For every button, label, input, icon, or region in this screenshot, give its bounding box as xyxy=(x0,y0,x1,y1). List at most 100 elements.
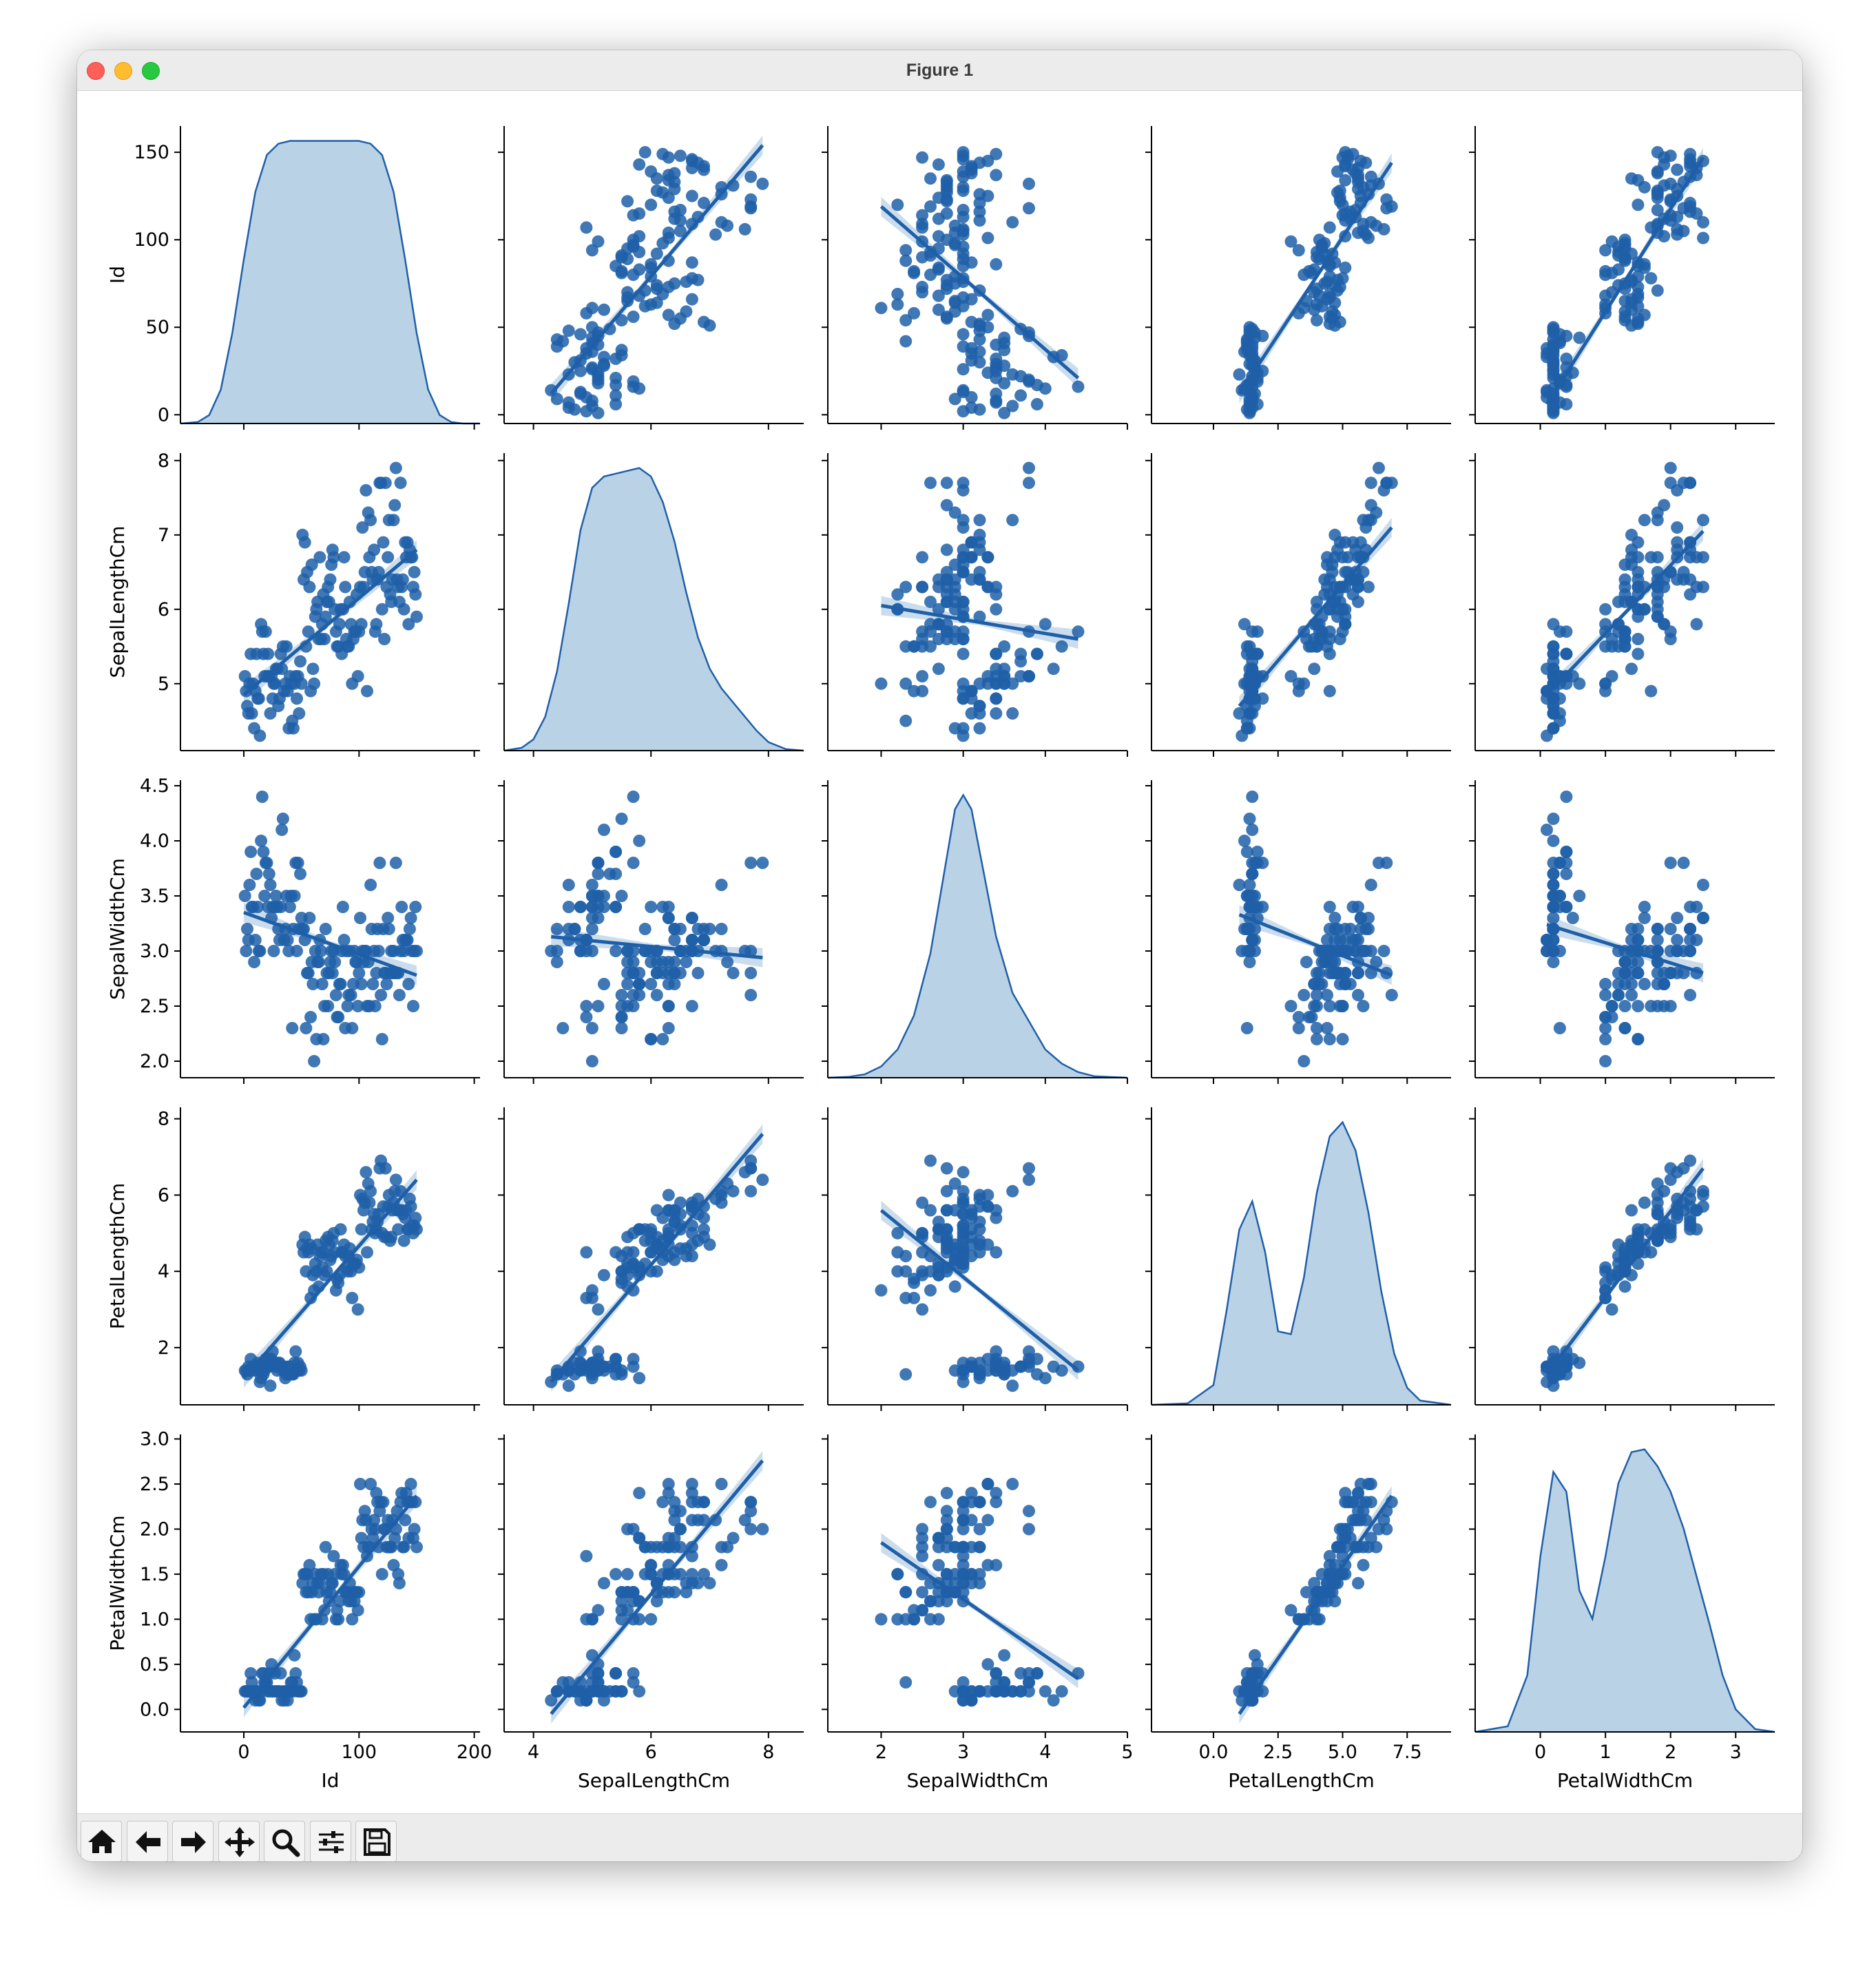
scatter-point xyxy=(957,514,970,527)
configure-subplots-button[interactable] xyxy=(310,1821,351,1861)
scatter-point xyxy=(585,1649,598,1662)
scatter-point xyxy=(256,791,269,803)
x-tick-label: 0 xyxy=(238,1742,249,1763)
save-icon xyxy=(364,1828,390,1856)
scatter-point xyxy=(633,158,646,171)
scatter-point xyxy=(1638,912,1651,924)
scatter-point xyxy=(698,934,710,946)
scatter-point xyxy=(1243,321,1256,334)
home-button[interactable] xyxy=(81,1821,122,1861)
scatter-point xyxy=(1006,514,1019,527)
scatter-point xyxy=(1039,618,1052,631)
scatter-point xyxy=(1651,945,1664,957)
scatter-point xyxy=(744,170,758,183)
scatter-point xyxy=(875,1613,888,1626)
scatter-point xyxy=(361,1246,373,1259)
kde-area-Id xyxy=(180,140,480,424)
scatter-point xyxy=(1014,1685,1028,1698)
scatter-point xyxy=(585,1022,598,1034)
pan-button[interactable] xyxy=(218,1821,260,1861)
scatter-point xyxy=(727,1532,740,1545)
pairplot-figure[interactable]: 050100150Id5678SepalLengthCm2.02.53.03.5… xyxy=(77,50,1802,1861)
subplot-PetalLengthCm-vs-PetalLengthCm xyxy=(1145,1107,1452,1411)
scatter-point xyxy=(899,335,913,348)
scatter-point xyxy=(585,1685,598,1698)
scatter-point xyxy=(580,934,593,946)
scatter-point xyxy=(990,1211,1003,1224)
scatter-point xyxy=(355,978,368,990)
scatter-point xyxy=(645,1613,658,1626)
scatter-point xyxy=(370,618,383,631)
minimize-window-button[interactable] xyxy=(114,62,132,80)
scatter-point xyxy=(1297,1055,1311,1067)
zoom-window-button[interactable] xyxy=(142,62,160,80)
scatter-point xyxy=(295,677,308,690)
scatter-point xyxy=(744,193,758,206)
scatter-point xyxy=(1684,477,1697,490)
scatter-point xyxy=(1385,989,1398,1001)
scatter-point xyxy=(1292,677,1305,690)
scatter-point xyxy=(940,543,953,556)
scatter-point xyxy=(402,978,415,990)
scatter-point xyxy=(1249,857,1261,869)
scatter-point xyxy=(585,923,598,935)
scatter-point xyxy=(685,1478,698,1490)
scatter-point xyxy=(1697,912,1709,924)
forward-button[interactable] xyxy=(172,1821,213,1861)
scatter-point xyxy=(351,670,364,682)
scatter-point xyxy=(1243,692,1256,705)
scatter-point xyxy=(650,296,663,309)
scatter-point xyxy=(1547,722,1560,735)
scatter-point xyxy=(932,1223,945,1236)
scatter-point xyxy=(258,890,271,902)
scatter-point xyxy=(1014,322,1028,335)
scatter-point xyxy=(319,923,332,935)
scatter-point xyxy=(1308,662,1321,676)
scatter-point xyxy=(627,1586,640,1599)
scatter-point xyxy=(973,543,986,556)
scatter-point xyxy=(1333,633,1346,645)
scatter-point xyxy=(253,729,267,742)
scatter-point xyxy=(550,1685,563,1698)
scatter-point xyxy=(1006,368,1019,381)
y-tick-label: 3.0 xyxy=(140,1429,169,1450)
scatter-point xyxy=(638,1540,652,1554)
kde-area-SepalWidthCm xyxy=(828,795,1127,1078)
scatter-point xyxy=(1677,573,1690,586)
scatter-point xyxy=(627,1261,640,1274)
zoom-button[interactable] xyxy=(264,1821,305,1861)
scatter-point xyxy=(410,945,423,957)
scatter-point xyxy=(662,1226,675,1240)
scatter-point xyxy=(691,211,705,224)
scatter-point xyxy=(359,1166,373,1179)
scatter-point xyxy=(1671,551,1684,564)
back-button[interactable] xyxy=(127,1821,168,1861)
scatter-point xyxy=(1251,846,1264,858)
close-window-button[interactable] xyxy=(87,62,105,80)
scatter-point xyxy=(1023,1162,1035,1175)
x-tick-label: 200 xyxy=(457,1742,492,1763)
scatter-point xyxy=(981,551,994,564)
forward-arrow-icon xyxy=(181,1831,206,1853)
scatter-point xyxy=(1055,640,1068,653)
scatter-point xyxy=(364,879,377,891)
scatter-point xyxy=(1373,1523,1385,1536)
scatter-point xyxy=(627,857,640,869)
scatter-point xyxy=(1658,967,1671,979)
navigation-toolbar xyxy=(77,1813,1802,1861)
save-button[interactable] xyxy=(355,1821,397,1861)
scatter-point xyxy=(744,1496,758,1509)
scatter-point xyxy=(932,158,945,171)
scatter-point xyxy=(965,315,978,328)
scatter-point xyxy=(609,1567,623,1580)
scatter-point xyxy=(1671,934,1684,946)
scatter-point xyxy=(250,868,263,880)
scatter-point xyxy=(932,303,945,316)
scatter-point xyxy=(662,1189,675,1202)
scatter-point xyxy=(645,258,658,271)
scatter-point xyxy=(264,1379,277,1392)
scatter-point xyxy=(1599,640,1612,653)
scatter-point xyxy=(1380,967,1393,979)
scatter-point xyxy=(1612,1238,1625,1251)
scatter-point xyxy=(1684,588,1697,601)
